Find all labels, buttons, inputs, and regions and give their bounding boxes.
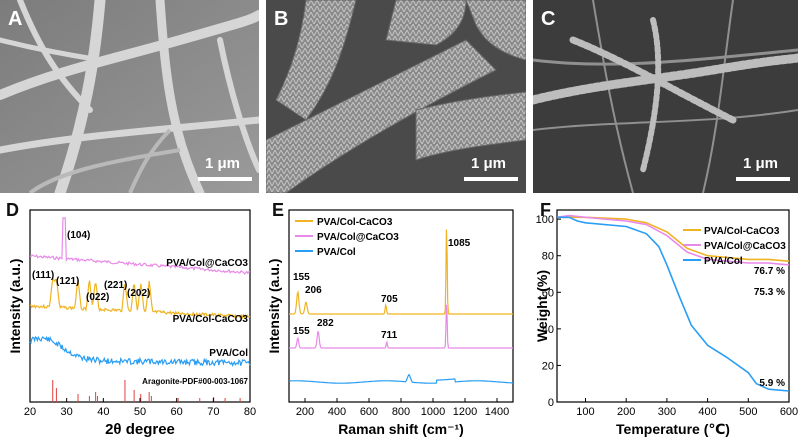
chart-f-xtick-label: 500 xyxy=(739,406,757,418)
panel-label-e: E xyxy=(272,200,285,220)
scale-label-a: 1 μm xyxy=(205,155,241,172)
chart-f-annot-59: 5.9 % xyxy=(759,378,785,389)
chart-f-xtick-label: 600 xyxy=(780,406,798,418)
chart-d-xtick-label: 30 xyxy=(61,406,73,418)
chart-d-xtick-label: 70 xyxy=(207,406,219,418)
sem-fibers-c xyxy=(533,0,798,193)
chart-e: 200 400 600 800 1000 1200 1400 Raman shift (cm… xyxy=(266,209,514,437)
scale-bar-c xyxy=(736,177,790,181)
chart-f-legend: PVA/Col-CaCO3 PVA/Col@CaCO3 PVA/Col xyxy=(683,226,786,267)
chart-d-xtick-label: 80 xyxy=(244,406,256,418)
scale-label-b: 1 μm xyxy=(471,155,507,172)
chart-f-annot-767: 76.7 % xyxy=(754,266,785,277)
chart-f-legend-orange: PVA/Col-CaCO3 xyxy=(704,226,780,237)
chart-d-reference-label: Aragonite-PDF#00-003-1067 xyxy=(142,377,248,386)
chart-e-xlabel: Raman shift (cm⁻¹) xyxy=(338,421,464,437)
chart-e-annot-1085: 1085 xyxy=(448,238,471,249)
chart-d: 20 30 40 50 60 70 80 2θ degree Intensity (a.u.… xyxy=(7,209,256,438)
chart-d-annot-202: (202) xyxy=(127,288,150,299)
chart-d-annot-104: (104) xyxy=(67,230,90,241)
chart-d-series-label-orange: PVA/Col-CaCO3 xyxy=(173,314,249,325)
scale-bar-a xyxy=(198,177,252,181)
panel-label-d: D xyxy=(6,200,19,220)
chart-f-ytick-label: 0 xyxy=(548,397,554,409)
chart-d-ylabel: Intensity (a.u.) xyxy=(7,259,23,354)
chart-f-ytick-label: 20 xyxy=(542,360,554,372)
chart-e-xtick-label: 200 xyxy=(296,406,314,418)
sem-image-c: C 1 μm xyxy=(533,0,798,193)
chart-e-xtick-label: 1200 xyxy=(453,406,477,418)
chart-e-legend-blue: PVA/Col xyxy=(317,247,356,258)
chart-d-series-label-blue: PVA/Col xyxy=(209,348,248,359)
chart-e-xtick-label: 600 xyxy=(360,406,378,418)
chart-e-annot-206: 206 xyxy=(305,285,322,296)
chart-e-xtick-label: 1000 xyxy=(421,406,445,418)
chart-d-xtick-label: 60 xyxy=(171,406,183,418)
chart-d-xlabel: 2θ degree xyxy=(105,421,175,438)
sem-image-a: A 1 μm xyxy=(0,0,259,193)
sem-image-b: B 1 μm xyxy=(266,0,526,193)
raman-series-blue xyxy=(289,374,513,384)
chart-e-xtick-label: 400 xyxy=(328,406,346,418)
scale-label-c: 1 μm xyxy=(743,155,779,172)
panel-label-b: B xyxy=(274,8,289,30)
chart-f-xlabel: Temperature (℃) xyxy=(616,421,730,437)
chart-e-annot-711: 711 xyxy=(381,330,398,341)
chart-f-ytick-label: 40 xyxy=(542,324,554,336)
chart-f-ytick-label: 80 xyxy=(542,251,554,263)
chart-f-plot-area xyxy=(556,209,790,403)
chart-d-annot-221: (221) xyxy=(104,280,127,291)
chart-d-annot-111: (111) xyxy=(32,270,54,281)
chart-d-annot-121: (121) xyxy=(56,276,79,287)
chart-f-legend-pink: PVA/Col@CaCO3 xyxy=(704,241,786,252)
chart-f-xtick-label: 400 xyxy=(698,406,716,418)
tga-series-blue xyxy=(557,216,790,392)
chart-e-xtick-label: 800 xyxy=(392,406,410,418)
chart-d-series-label-pink: PVA/Col@CaCO3 xyxy=(166,258,248,269)
chart-f-xtick-label: 300 xyxy=(658,406,676,418)
chart-e-xtick-label: 1400 xyxy=(485,406,509,418)
chart-f-ytick-label: 60 xyxy=(542,287,554,299)
chart-e-annot-155-pink: 155 xyxy=(293,326,310,337)
panel-label-f: F xyxy=(540,200,551,220)
chart-f-ytick-label: 100 xyxy=(536,214,554,226)
raman-series-pink xyxy=(289,304,513,349)
raman-series-orange xyxy=(289,229,513,315)
xrd-series-pink xyxy=(29,217,251,275)
chart-f-ylabel: Weight (%) xyxy=(535,270,550,342)
xrd-series-blue xyxy=(29,335,251,368)
xrd-series-orange xyxy=(29,276,251,320)
chart-f-legend-blue: PVA/Col xyxy=(704,256,743,267)
sem-fibers-a xyxy=(0,0,259,193)
panel-label-c: C xyxy=(541,8,556,30)
panel-label-a: A xyxy=(8,8,23,30)
chart-d-xtick-label: 20 xyxy=(24,406,36,418)
chart-e-annot-155-orange: 155 xyxy=(293,272,310,283)
sem-fibers-b xyxy=(266,0,526,193)
chart-e-legend: PVA/Col-CaCO3 PVA/Col@CaCO3 PVA/Col xyxy=(295,217,399,258)
chart-f-xtick-label: 200 xyxy=(617,406,635,418)
chart-d-xtick-label: 50 xyxy=(134,406,146,418)
scale-bar-b xyxy=(464,177,518,181)
chart-d-xtick-label: 40 xyxy=(97,406,109,418)
tga-series-pink xyxy=(556,214,790,266)
chart-e-legend-orange: PVA/Col-CaCO3 xyxy=(317,217,393,228)
chart-e-legend-pink: PVA/Col@CaCO3 xyxy=(317,232,399,243)
chart-d-annot-022: (022) xyxy=(86,292,109,303)
chart-e-annot-282: 282 xyxy=(317,318,334,329)
chart-f-annot-753: 75.3 % xyxy=(754,287,785,298)
chart-f: 100 200 300 400 500 600 0 20 40 60 80 100 Temperatu… xyxy=(535,209,798,437)
chart-e-ylabel: Intensity (a.u.) xyxy=(266,259,282,354)
chart-f-xtick-label: 100 xyxy=(576,406,594,418)
chart-e-annot-705: 705 xyxy=(381,294,398,305)
